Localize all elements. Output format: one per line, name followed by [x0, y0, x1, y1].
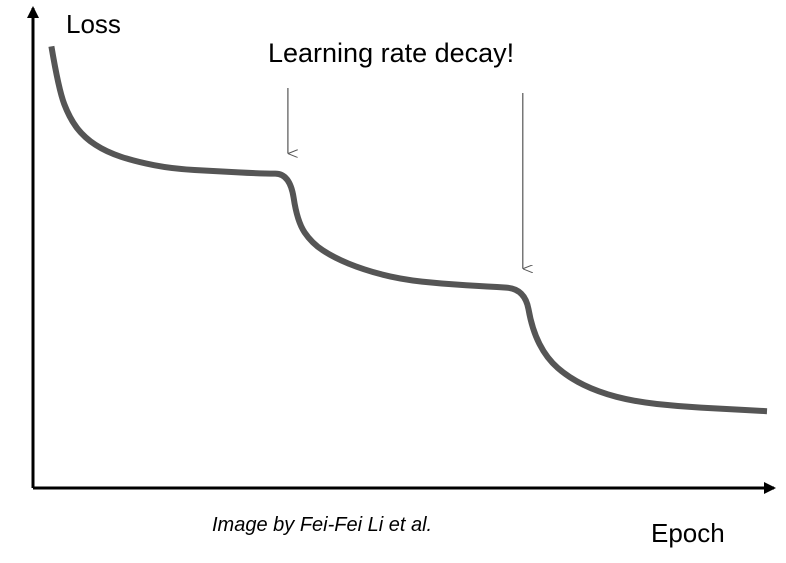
annotation-pointers — [287, 88, 523, 269]
y-axis-label: Loss — [66, 9, 121, 39]
axes — [27, 6, 776, 494]
x-axis-label: Epoch — [651, 518, 725, 548]
loss-series-line — [48, 45, 768, 415]
annotation-text: Learning rate decay! — [268, 38, 514, 68]
series-layer — [48, 45, 768, 415]
image-credit: Image by Fei-Fei Li et al. — [212, 514, 432, 536]
